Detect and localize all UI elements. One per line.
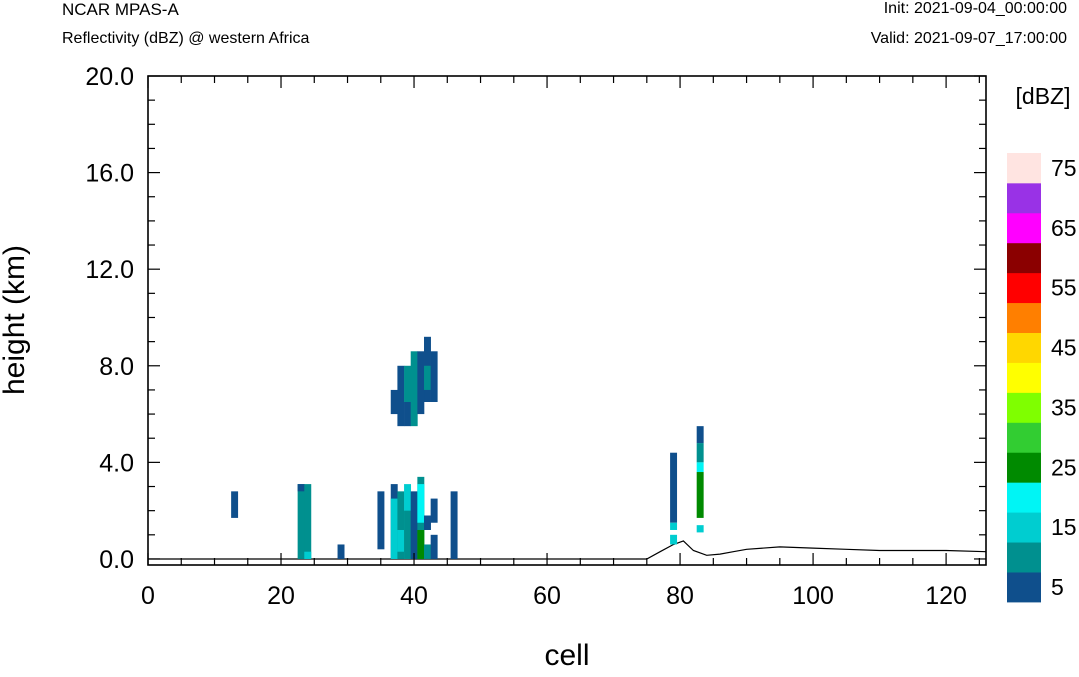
x-tick-label: 100 bbox=[792, 582, 834, 610]
reflectivity-cell bbox=[404, 365, 412, 402]
reflectivity-cell bbox=[397, 491, 405, 559]
reflectivity-cell bbox=[424, 365, 431, 390]
reflectivity-cell bbox=[430, 498, 438, 523]
x-tick-label: 20 bbox=[267, 582, 295, 610]
reflectivity-cell bbox=[404, 402, 412, 427]
colorbar-swatch bbox=[1007, 242, 1041, 274]
colorbar-swatch bbox=[1007, 212, 1041, 244]
reflectivity-cell bbox=[417, 529, 425, 559]
colorbar: 5 15 25 35 45 55 65 75 bbox=[1007, 153, 1077, 603]
reflectivity-cell bbox=[430, 351, 438, 402]
reflectivity-cell bbox=[450, 491, 458, 559]
colorbar-swatch bbox=[1007, 452, 1041, 483]
y-tick-label: 12.0 bbox=[85, 256, 134, 284]
colorbar-label: 5 bbox=[1051, 574, 1064, 600]
plot-frame bbox=[147, 75, 987, 566]
reflectivity-cell bbox=[297, 484, 305, 559]
colorbar-label: 65 bbox=[1051, 215, 1077, 241]
reflectivity-cell bbox=[430, 534, 438, 559]
reflectivity-cell bbox=[410, 491, 418, 559]
init-time: Init: 2021-09-04_00:00:00 bbox=[883, 0, 1067, 17]
reflectivity-cell bbox=[696, 443, 704, 463]
field-title: Reflectivity (dBZ) @ western Africa bbox=[62, 30, 310, 47]
reflectivity-cell bbox=[297, 484, 305, 492]
colorbar-swatch bbox=[1007, 362, 1041, 393]
colorbar-label: 15 bbox=[1051, 514, 1077, 540]
x-tick-label: 40 bbox=[400, 582, 428, 610]
reflectivity-cell bbox=[417, 351, 425, 415]
y-tick-label: 16.0 bbox=[85, 160, 134, 188]
reflectivity-cell bbox=[390, 389, 398, 415]
reflectivity-cell bbox=[670, 452, 678, 523]
colorbar-swatch bbox=[1007, 422, 1041, 453]
reflectivity-cell bbox=[304, 551, 312, 559]
y-tick-label: 0.0 bbox=[99, 546, 134, 574]
colorbar-swatch bbox=[1007, 332, 1041, 363]
x-tick-label: 60 bbox=[533, 582, 561, 610]
colorbar-swatch bbox=[1007, 512, 1041, 543]
x-axis-title: cell bbox=[544, 639, 589, 672]
reflectivity-cell bbox=[337, 544, 345, 559]
reflectivity-cell bbox=[424, 544, 431, 559]
colorbar-label: 45 bbox=[1051, 335, 1077, 361]
reflectivity-cell bbox=[397, 365, 405, 427]
y-tick-label: 4.0 bbox=[99, 449, 134, 477]
colorbar-swatch bbox=[1007, 302, 1041, 333]
colorbar-swatch bbox=[1007, 272, 1041, 304]
colorbar-swatch bbox=[1007, 542, 1041, 573]
x-tick-label: 80 bbox=[666, 582, 694, 610]
x-tick-label: 120 bbox=[925, 582, 967, 610]
colorbar-swatch bbox=[1007, 182, 1041, 214]
colorbar-swatch bbox=[1007, 572, 1041, 603]
reflectivity-cell bbox=[670, 522, 678, 530]
x-tick-labels: 0 20 40 60 80 100 120 bbox=[141, 582, 967, 610]
colorbar-label: 55 bbox=[1051, 275, 1077, 301]
reflectivity-cell bbox=[424, 515, 431, 530]
reflectivity-cell bbox=[397, 529, 405, 552]
reflectivity-cell bbox=[696, 426, 704, 444]
terrain-line bbox=[148, 540, 987, 560]
colorbar-unit: [dBZ] bbox=[1016, 83, 1071, 109]
y-tick-labels: 0.0 4.0 8.0 12.0 16.0 20.0 bbox=[85, 63, 134, 574]
plot-background bbox=[148, 76, 986, 565]
colorbar-swatch bbox=[1007, 482, 1041, 513]
reflectivity-cell bbox=[670, 534, 678, 545]
reflectivity-cell bbox=[696, 525, 704, 533]
x-tick-label: 0 bbox=[141, 582, 155, 610]
colorbar-swatch bbox=[1007, 392, 1041, 423]
colorbar-label: 25 bbox=[1051, 454, 1077, 480]
reflectivity-cell bbox=[390, 498, 398, 559]
reflectivity-cell bbox=[417, 484, 425, 523]
reflectivity-cell bbox=[696, 462, 704, 473]
reflectivity-cell bbox=[410, 351, 418, 427]
reflectivity-cell bbox=[231, 491, 239, 518]
reflectivity-cells bbox=[231, 336, 704, 559]
reflectivity-cell bbox=[404, 510, 412, 559]
colorbar-swatch bbox=[1007, 153, 1041, 184]
colorbar-label: 75 bbox=[1051, 155, 1077, 181]
y-tick-label: 8.0 bbox=[99, 353, 134, 381]
reflectivity-cell bbox=[696, 472, 704, 518]
model-name: NCAR MPAS-A bbox=[62, 0, 179, 19]
y-tick-label: 20.0 bbox=[85, 63, 134, 91]
terrain-layer bbox=[148, 540, 987, 560]
y-axis-title: height (km) bbox=[0, 245, 31, 395]
colorbar-label: 35 bbox=[1051, 394, 1077, 420]
reflectivity-cell bbox=[377, 491, 385, 550]
reflectivity-cell bbox=[304, 484, 312, 559]
valid-time: Valid: 2021-09-07_17:00:00 bbox=[870, 30, 1067, 47]
